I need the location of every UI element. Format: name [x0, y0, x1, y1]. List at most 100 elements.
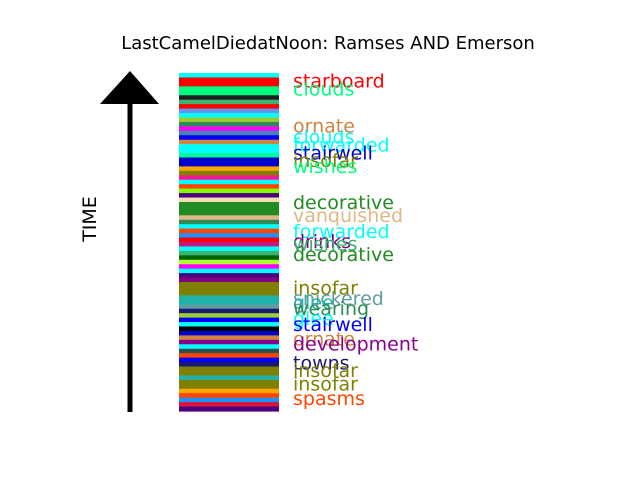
stripe [179, 144, 279, 150]
stripe [179, 95, 279, 101]
event-label: glee [293, 292, 334, 314]
stripe [179, 99, 279, 105]
event-label: forwarded [293, 134, 390, 156]
chart-title: LastCamelDiedatNoon: Ramses AND Emerson [121, 33, 535, 54]
stripe [179, 86, 279, 92]
stripe [179, 402, 279, 408]
stripe [179, 313, 279, 319]
stripe [179, 322, 279, 328]
event-label: decorative [293, 244, 394, 266]
stripe [179, 295, 279, 301]
stripe [179, 246, 279, 252]
stripe [179, 139, 279, 145]
stripe [179, 170, 279, 176]
stripe [179, 215, 279, 221]
stripe [179, 362, 279, 368]
stripe [179, 130, 279, 136]
event-label: stairwell [293, 142, 373, 164]
event-labels: starboardcloudsornatecloudsforwardedstai… [293, 70, 418, 410]
stripe [179, 104, 279, 110]
stripe [179, 384, 279, 390]
stripe [179, 193, 279, 199]
stripe [179, 121, 279, 127]
stripe [179, 242, 279, 248]
stripe [179, 366, 279, 372]
stripe [179, 339, 279, 345]
stripe [179, 255, 279, 261]
stripe [179, 201, 279, 208]
event-label: wishes [293, 156, 357, 178]
stripe [179, 148, 279, 154]
stripe [179, 224, 279, 230]
stripe [179, 304, 279, 310]
stripe [179, 117, 279, 123]
event-label: towns [293, 353, 350, 375]
event-label: starboard [293, 70, 385, 92]
stripe [179, 344, 279, 350]
event-label: clouds [293, 79, 354, 101]
event-label: insofar [293, 360, 358, 382]
event-label: stairwell [293, 314, 373, 336]
stripe [179, 348, 279, 354]
event-label: ornate [293, 115, 355, 137]
event-label: vanquished [293, 205, 403, 227]
event-label: wearing [293, 298, 369, 320]
stripe [179, 175, 279, 181]
stripe [179, 388, 279, 394]
stripe [179, 81, 279, 87]
event-label: wishes [293, 234, 357, 256]
stripe [179, 250, 279, 256]
stripe [179, 406, 279, 412]
event-label: snickered [293, 288, 384, 310]
event-label: development [293, 333, 418, 355]
stripe [179, 375, 279, 381]
time-arrow-icon [100, 71, 159, 412]
stripe [179, 286, 279, 292]
stripe [179, 397, 279, 403]
stripe [179, 108, 279, 114]
stripe [179, 90, 279, 96]
stripe [179, 113, 279, 119]
stripe [179, 157, 279, 163]
stripe [179, 282, 279, 288]
event-label: spasms [293, 388, 365, 410]
stripe-bar [179, 73, 279, 412]
event-label: drinks [293, 231, 351, 253]
stripe [179, 188, 279, 194]
stripe [179, 264, 279, 270]
stripe [179, 161, 279, 167]
stripe [179, 153, 279, 159]
stripe [179, 379, 279, 385]
stripe [179, 206, 279, 212]
stripe [179, 330, 279, 336]
stripe [179, 77, 279, 83]
stripe [179, 317, 279, 323]
event-label: clouds [293, 127, 354, 149]
event-label: decorative [293, 192, 394, 214]
stripe [179, 197, 279, 203]
stripe [179, 393, 279, 399]
stripe [179, 335, 279, 341]
stripe [179, 179, 279, 185]
event-label: insofar [293, 373, 358, 395]
event-label: insofar [293, 278, 358, 300]
stripe [179, 210, 279, 216]
stripe [179, 273, 279, 279]
stripe [179, 219, 279, 225]
stripe [179, 353, 279, 359]
stripe [179, 228, 279, 234]
stripe [179, 166, 279, 172]
y-axis-label: TIME [79, 196, 101, 243]
stripe [179, 268, 279, 274]
stripe [179, 370, 279, 377]
stripe [179, 135, 279, 141]
stripe [179, 299, 279, 305]
event-label: ornate [293, 328, 355, 350]
event-label: insofar [293, 150, 358, 172]
stripe [179, 259, 279, 265]
stripe [179, 290, 279, 296]
stripe [179, 326, 279, 332]
time-arrow-head [100, 71, 159, 104]
stripe [179, 233, 279, 239]
